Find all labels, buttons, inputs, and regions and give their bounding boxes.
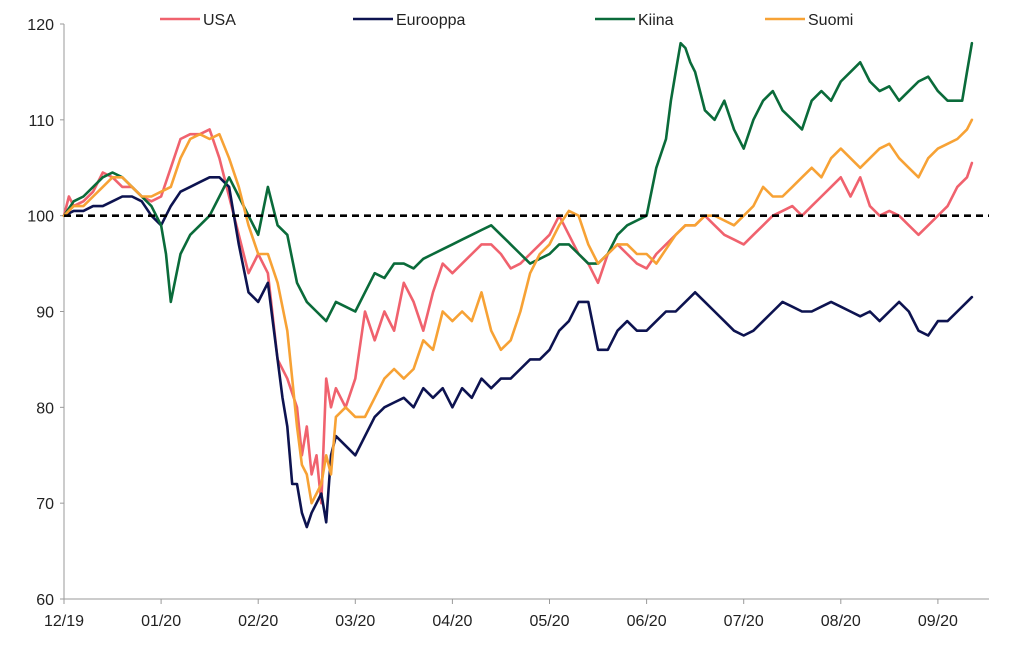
- x-tick-label: 06/20: [627, 613, 667, 630]
- legend-item-eurooppa: Eurooppa: [353, 12, 465, 29]
- series-line-suomi: [62, 118, 974, 505]
- x-tick-label: 01/20: [141, 613, 181, 630]
- y-tick-label: 110: [28, 113, 54, 130]
- legend-label: Suomi: [808, 12, 853, 29]
- series-line-usa: [62, 128, 974, 505]
- y-tick-label: 70: [36, 496, 54, 513]
- x-tick-label: 03/20: [335, 613, 375, 630]
- legend-label: Kiina: [638, 12, 674, 29]
- x-tick-label: 07/20: [724, 613, 764, 630]
- x-tick-label: 12/19: [44, 613, 84, 630]
- y-tick-label: 60: [36, 592, 54, 609]
- x-tick-label: 08/20: [821, 613, 861, 630]
- legend-item-suomi: Suomi: [765, 12, 853, 29]
- series-line-eurooppa: [62, 176, 974, 529]
- legend-item-usa: USA: [160, 12, 236, 29]
- series-layer: [62, 41, 989, 529]
- x-tick-label: 05/20: [529, 613, 569, 630]
- legend: USA Eurooppa Kiina Suomi: [160, 12, 853, 29]
- y-tick-label: 100: [27, 209, 54, 226]
- y-tick-label: 90: [36, 305, 54, 322]
- legend-label: Eurooppa: [396, 12, 465, 29]
- legend-label: USA: [203, 12, 236, 29]
- x-tick-label: 02/20: [238, 613, 278, 630]
- axes-layer: 60 70 80 90 100 110 120 12/19 01/20 02/20 03/20 04/…: [27, 17, 989, 630]
- x-tick-label: 04/20: [432, 613, 472, 630]
- y-tick-label: 80: [36, 400, 54, 417]
- legend-item-kiina: Kiina: [595, 12, 674, 29]
- x-tick-label: 09/20: [918, 613, 958, 630]
- y-tick-label: 120: [27, 17, 54, 34]
